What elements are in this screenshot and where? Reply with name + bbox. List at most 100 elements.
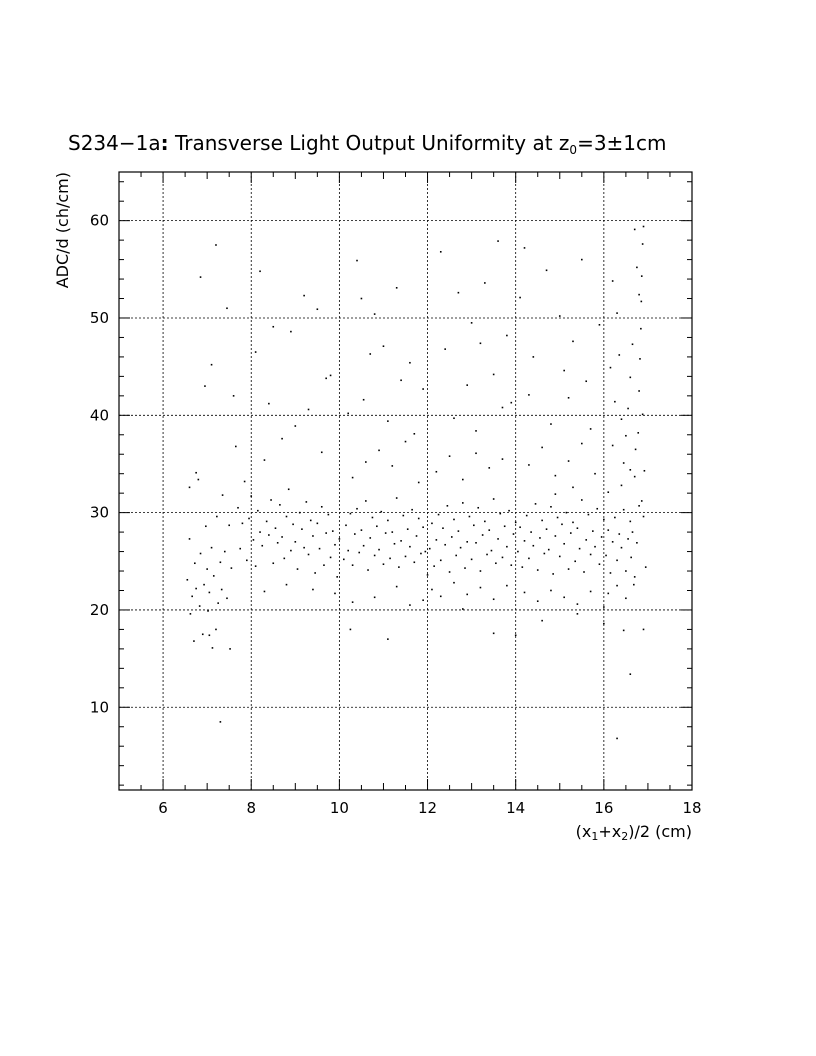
data-point-147 <box>391 465 394 467</box>
data-point-189 <box>470 558 473 561</box>
data-point-251 <box>541 519 543 522</box>
data-point-87 <box>338 538 341 540</box>
data-point-77 <box>316 522 319 525</box>
data-point-151 <box>360 297 363 300</box>
data-point-207 <box>510 564 513 566</box>
data-point-138 <box>415 535 418 537</box>
data-point-235 <box>475 430 477 432</box>
data-point-0 <box>186 578 189 581</box>
data-point-67 <box>294 541 297 543</box>
data-point-241 <box>519 526 521 529</box>
data-point-329 <box>638 390 640 392</box>
data-point-2 <box>189 613 192 615</box>
data-point-263 <box>567 568 570 570</box>
data-point-168 <box>349 628 352 631</box>
data-point-362 <box>642 628 645 631</box>
data-point-308 <box>554 493 557 495</box>
data-point-206 <box>508 509 510 512</box>
data-point-12 <box>205 525 207 528</box>
xlabel-sub1: 1 <box>591 830 598 843</box>
xlabel-part2: +x <box>598 822 621 841</box>
data-point-113 <box>360 529 363 531</box>
data-point-78 <box>318 547 321 550</box>
data-point-294 <box>545 269 548 272</box>
data-point-99 <box>320 451 323 454</box>
data-point-232 <box>492 373 495 376</box>
data-point-91 <box>303 294 305 297</box>
data-point-122 <box>380 510 383 513</box>
data-point-135 <box>409 545 411 548</box>
data-point-86 <box>336 576 338 578</box>
data-point-153 <box>373 313 376 315</box>
x-tick-label-8: 8 <box>246 799 256 817</box>
data-point-309 <box>572 486 574 489</box>
data-point-6 <box>195 587 197 590</box>
data-point-48 <box>252 539 255 541</box>
data-point-158 <box>347 412 349 415</box>
x-tick-label-16: 16 <box>594 799 613 817</box>
data-point-80 <box>323 564 325 566</box>
data-point-110 <box>354 533 356 535</box>
data-point-42 <box>239 547 242 550</box>
data-point-222 <box>501 458 504 460</box>
data-point-173 <box>435 539 438 541</box>
data-point-302 <box>589 428 592 430</box>
data-point-283 <box>563 596 565 599</box>
data-point-185 <box>462 502 464 504</box>
data-point-124 <box>384 532 387 534</box>
data-point-360 <box>629 673 632 675</box>
plot-frame <box>118 171 693 791</box>
xlabel-part1: (x <box>576 822 592 841</box>
data-point-318 <box>622 508 625 511</box>
data-point-14 <box>207 610 209 612</box>
data-point-227 <box>497 240 499 242</box>
data-point-266 <box>574 560 576 563</box>
data-point-248 <box>534 503 537 505</box>
data-point-186 <box>464 567 466 569</box>
data-point-348 <box>611 280 614 282</box>
data-point-10 <box>201 633 204 636</box>
data-point-269 <box>581 499 583 501</box>
data-point-286 <box>528 464 530 466</box>
data-point-143 <box>426 574 429 576</box>
data-point-165 <box>387 638 389 640</box>
data-point-18 <box>212 575 215 577</box>
data-point-149 <box>417 481 420 484</box>
data-point-13 <box>206 568 208 570</box>
data-point-219 <box>462 478 464 481</box>
data-point-117 <box>369 537 372 539</box>
data-point-154 <box>382 345 385 348</box>
data-point-355 <box>603 606 605 608</box>
data-point-297 <box>585 380 588 383</box>
data-point-118 <box>371 516 374 519</box>
data-point-257 <box>554 535 557 537</box>
data-point-166 <box>395 585 398 588</box>
data-point-213 <box>466 593 469 596</box>
data-point-208 <box>512 533 515 535</box>
data-point-244 <box>525 514 528 517</box>
data-point-128 <box>393 542 396 545</box>
data-point-311 <box>607 529 610 531</box>
data-point-223 <box>439 251 442 253</box>
data-point-1 <box>188 538 191 540</box>
data-point-254 <box>547 548 550 551</box>
data-point-176 <box>442 527 444 530</box>
data-point-71 <box>303 546 305 549</box>
data-point-105 <box>342 558 345 561</box>
data-point-354 <box>640 500 643 502</box>
title-main: Transverse Light Output Uniformity at z <box>169 131 570 155</box>
data-point-35 <box>226 307 228 310</box>
data-point-359 <box>633 576 636 578</box>
data-point-274 <box>592 530 594 532</box>
data-point-325 <box>633 475 636 478</box>
data-point-29 <box>230 567 233 569</box>
data-point-75 <box>312 535 314 537</box>
data-point-307 <box>563 369 565 372</box>
data-point-265 <box>572 521 574 524</box>
data-point-37 <box>219 721 222 723</box>
data-point-327 <box>636 542 638 544</box>
axis-ticks <box>118 172 693 790</box>
data-point-345 <box>618 354 621 356</box>
data-point-279 <box>603 518 605 521</box>
data-point-45 <box>246 559 248 562</box>
